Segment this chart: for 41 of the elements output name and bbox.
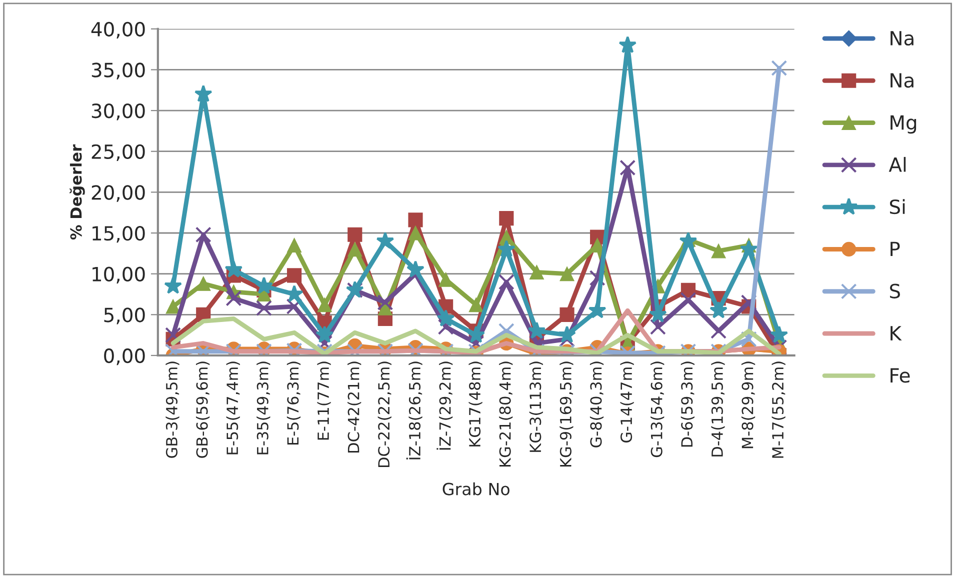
legend-label: Mg <box>890 115 916 134</box>
legend-label: Na <box>890 31 914 46</box>
x-tick-label: DC-42(21m) <box>348 362 362 452</box>
x-tick-label: DC-22(22,5m) <box>378 362 392 468</box>
legend-label: K <box>890 326 902 340</box>
x-tick-label: G-14(47m) <box>620 362 634 443</box>
y-tick-label: 30,00 <box>92 104 145 120</box>
legend-label: S <box>890 284 900 298</box>
y-tick-label: 10,00 <box>92 266 145 284</box>
x-tick-label: İZ-7(29,2m) <box>436 362 453 450</box>
x-tick-label: KG-21(80,4m) <box>499 362 513 466</box>
x-tick-label: E-35(49,3m) <box>256 362 270 454</box>
y-tick-label: 15,00 <box>92 226 145 243</box>
x-tick-label: M-8(29,9m) <box>741 362 756 448</box>
legend-label: Si <box>890 199 905 214</box>
y-tick-label: 0,00 <box>104 348 145 366</box>
x-tick-label: GB-6(59,6m) <box>196 362 210 458</box>
x-tick-label: D-4(139,5m) <box>711 362 725 456</box>
y-tick-label: 5,00 <box>104 308 145 324</box>
x-tick-label: G-8(40,3m) <box>590 362 604 448</box>
legend-label: Al <box>888 156 906 172</box>
x-tick-label: GB-3(49,5m) <box>166 362 180 458</box>
x-tick-label: İZ-18(26,5m) <box>406 362 422 460</box>
x-tick-label: KG17(48m) <box>468 362 482 446</box>
x-tick-label: E-5(76,3m) <box>286 362 301 445</box>
y-axis-title: % Değerler <box>70 144 85 240</box>
x-tick-label: KG-9(169,5m) <box>560 362 574 466</box>
x-axis-title: Grab No <box>442 482 510 496</box>
x-tick-label: KG-3(113m) <box>529 362 543 452</box>
x-tick-label: E-55(47,4m) <box>226 362 240 454</box>
x-tick-label: E-11(77m) <box>317 362 331 440</box>
legend-label: Fe <box>890 368 910 383</box>
legend-label: P <box>890 242 900 256</box>
x-tick-label: D-6(59,3m) <box>680 362 694 447</box>
y-tick-label: 40,00 <box>91 22 145 39</box>
legend-label: Na <box>890 73 914 88</box>
x-tick-label: M-17(55,2m) <box>772 362 786 458</box>
y-tick-label: 25,00 <box>92 144 145 162</box>
x-tick-label: G-13(54,6m) <box>650 362 664 458</box>
y-tick-label: 20,00 <box>92 185 145 202</box>
y-tick-label: 35,00 <box>92 62 145 80</box>
